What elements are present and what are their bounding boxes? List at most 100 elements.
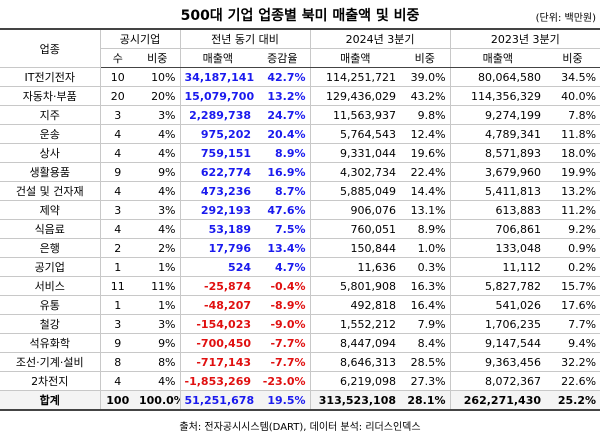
sub-header: 비중 (400, 48, 451, 68)
cell: 4 (99, 219, 135, 239)
cell: 5,801,908 (309, 276, 401, 296)
cell: 3 (99, 314, 135, 334)
cell: 4% (135, 219, 181, 239)
cell: -25,874 (179, 276, 256, 296)
cell: 서비스 (0, 276, 100, 296)
cell: 292,193 (179, 200, 256, 220)
cell: 150,844 (309, 238, 401, 258)
cell: 20% (135, 86, 181, 106)
cell: 3 (99, 200, 135, 220)
cell: 2차전지 (0, 371, 100, 391)
cell: 32.2% (545, 352, 600, 372)
cell: 8.9% (400, 219, 451, 239)
cell: -0.4% (255, 276, 311, 296)
cell: 8.7% (255, 181, 311, 201)
cell: 9% (135, 162, 181, 182)
cell: 은행 (0, 238, 100, 258)
cell: 7.7% (545, 314, 600, 334)
cell: 42.7% (255, 67, 311, 87)
cell: 2,289,738 (179, 105, 256, 125)
cell: -8.9% (255, 295, 311, 315)
cell: IT전기전자 (0, 67, 100, 87)
cell: 11% (135, 276, 181, 296)
data-row: 제약 3 3% 292,193 47.6% 906,076 13.1% 613,883 11.2… (0, 200, 600, 220)
cell: 24.7% (255, 105, 311, 125)
cell: -1,853,269 (179, 371, 256, 391)
cell: 13.4% (255, 238, 311, 258)
cell: 34,187,141 (179, 67, 256, 87)
cell: 10% (135, 67, 181, 87)
cell: 1.0% (400, 238, 451, 258)
cell: 706,861 (449, 219, 546, 239)
cell: 식음료 (0, 219, 100, 239)
cell: 9,274,199 (449, 105, 546, 125)
cell: 4 (99, 181, 135, 201)
cell: 492,818 (309, 295, 401, 315)
cell: 1,552,212 (309, 314, 401, 334)
cell: 43.2% (400, 86, 451, 106)
cell: 3% (135, 105, 181, 125)
cell: 53,189 (179, 219, 256, 239)
cell: 759,151 (179, 143, 256, 163)
cell: 4 (99, 371, 135, 391)
cell: 27.3% (400, 371, 451, 391)
cell: 1,706,235 (449, 314, 546, 334)
title: 500대 기업 업종별 북미 매출액 및 비중 (180, 8, 420, 24)
cell: 7.8% (545, 105, 600, 125)
cell: 129,436,029 (309, 86, 401, 106)
cell: 철강 (0, 314, 100, 334)
total-row: 합계100100.0%51,251,67819.5%313,523,10828.… (0, 390, 600, 411)
cell: 9,363,456 (449, 352, 546, 372)
data-row: 조선·기계·설비 8 8% -717,143 -7.7% 8,646,313 28.5% 9,… (0, 352, 600, 372)
cell: 0.9% (545, 238, 600, 258)
cell: 4 (99, 124, 135, 144)
cell: 9.2% (545, 219, 600, 239)
cell: 15,079,700 (179, 86, 256, 106)
cell: 8 (99, 352, 135, 372)
data-row: 철강 3 3% -154,023 -9.0% 1,552,212 7.9% 1,706,235… (0, 314, 600, 334)
cell: 13.2% (255, 86, 311, 106)
cell: 975,202 (179, 124, 256, 144)
cell: 22.6% (545, 371, 600, 391)
cell: 조선·기계·설비 (0, 352, 100, 372)
cell: 14.4% (400, 181, 451, 201)
cell: 0.3% (400, 257, 451, 277)
cell: 7.9% (400, 314, 451, 334)
cell: 100 (99, 390, 135, 411)
cell: -48,207 (179, 295, 256, 315)
cell: 906,076 (309, 200, 401, 220)
data-row: 생활용품 9 9% 622,774 16.9% 4,302,734 22.4% 3,679,9… (0, 162, 600, 182)
cell: 13.1% (400, 200, 451, 220)
cell: 1 (99, 295, 135, 315)
data-row: 상사 4 4% 759,151 8.9% 9,331,044 19.6% 8,571,893 1… (0, 143, 600, 163)
cell: 유통 (0, 295, 100, 315)
cell: 11,563,937 (309, 105, 401, 125)
cell: 8.4% (400, 333, 451, 353)
cell: 3% (135, 200, 181, 220)
cell: 613,883 (449, 200, 546, 220)
cell: 11 (99, 276, 135, 296)
cell: 상사 (0, 143, 100, 163)
cell: 541,026 (449, 295, 546, 315)
cell: 47.6% (255, 200, 311, 220)
cell: 4,789,341 (449, 124, 546, 144)
cell: 7.5% (255, 219, 311, 239)
cell: 19.6% (400, 143, 451, 163)
sub-header: 증감율 (255, 48, 311, 68)
cell: 자동차·부품 (0, 86, 100, 106)
sub-header: 매출액 (179, 48, 256, 68)
cell: 합계 (0, 390, 100, 411)
group-header: 공시기업 (99, 28, 181, 49)
cell: 34.5% (545, 67, 600, 87)
data-table: 업종 공시기업 전년 동기 대비 2024년 3분기 2023년 3분기 수 비중 매출액 증감… (0, 28, 600, 411)
cell: 10 (99, 67, 135, 87)
cell: 4 (99, 143, 135, 163)
cell: 5,411,813 (449, 181, 546, 201)
cell: 5,885,049 (309, 181, 401, 201)
data-row: 식음료 4 4% 53,189 7.5% 760,051 8.9% 706,861 9.2% (0, 219, 600, 239)
cell: 51,251,678 (179, 390, 256, 411)
cell: 20 (99, 86, 135, 106)
cell: 1 (99, 257, 135, 277)
cell: -717,143 (179, 352, 256, 372)
cell: -7.7% (255, 352, 311, 372)
